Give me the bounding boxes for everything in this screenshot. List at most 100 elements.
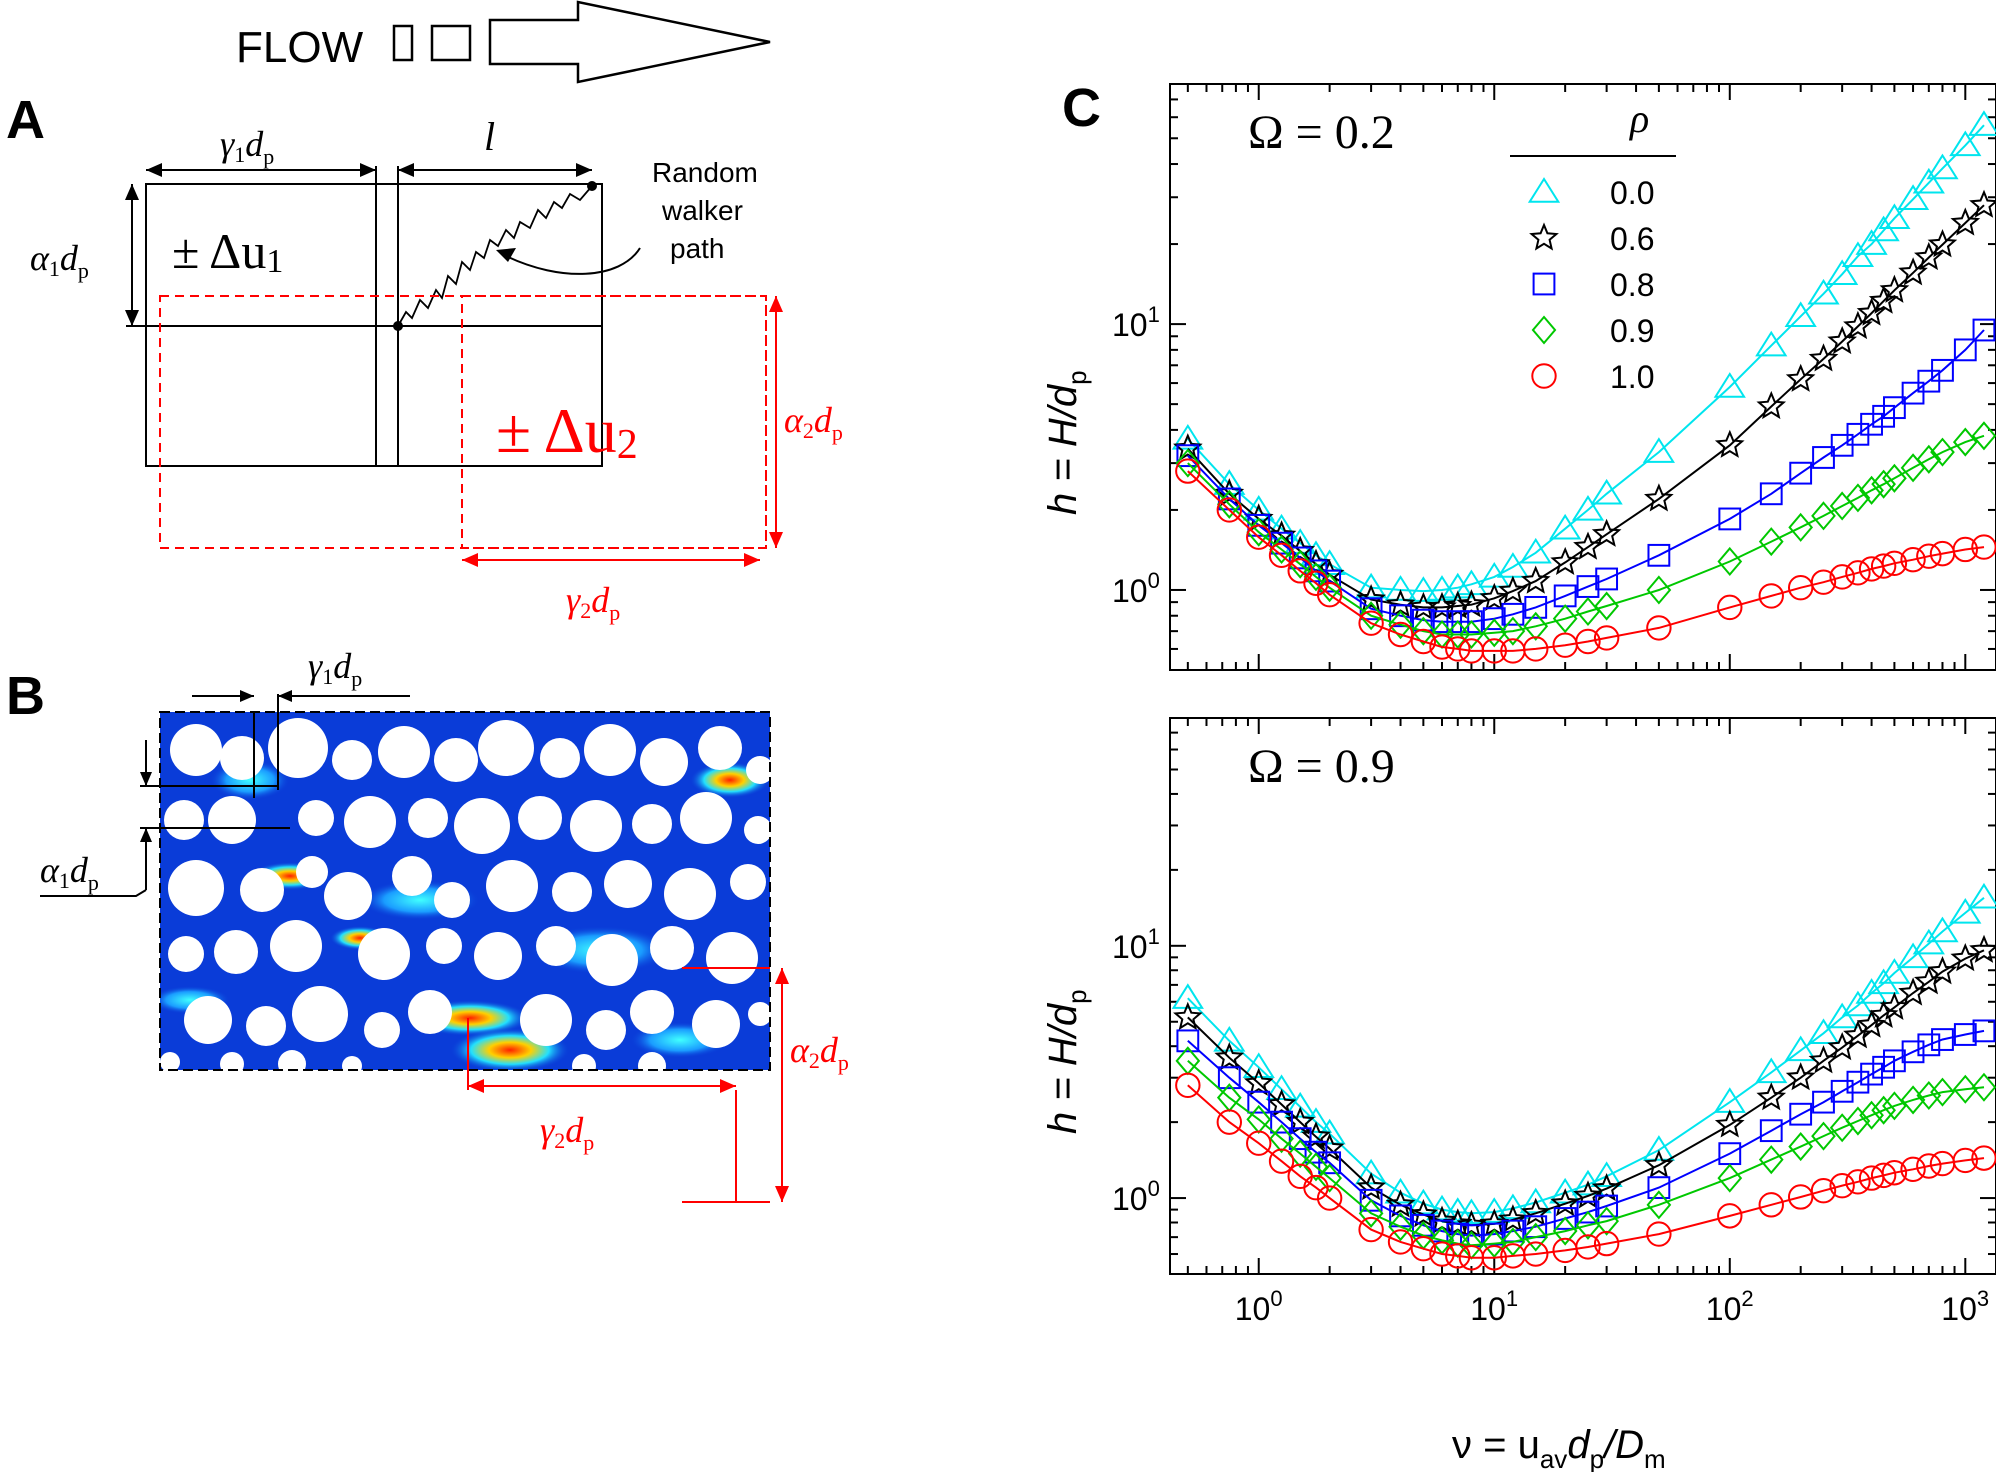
data-point-circle: [1916, 543, 1942, 569]
data-point-square: [1270, 531, 1293, 555]
data-point-triangle: [1826, 259, 1859, 285]
data-point-circle: [1175, 1072, 1201, 1098]
data-point-diamond: [1481, 1229, 1507, 1259]
red-dashed-outer-box: [159, 295, 767, 549]
data-point-star: [1879, 274, 1910, 303]
data-point-circle: [1717, 1203, 1743, 1229]
data-point-triangle: [1407, 1188, 1440, 1215]
series-line-diamond: [1187, 434, 1985, 636]
data-point-circle: [1870, 553, 1897, 579]
data-point-star: [1385, 1189, 1416, 1218]
data-point-diamond: [1594, 1206, 1619, 1236]
data-point-star: [1756, 390, 1787, 420]
y-tick-label: 101: [1112, 924, 1160, 965]
data-point-triangle: [1549, 513, 1582, 540]
data-point-circle: [1175, 458, 1201, 484]
plot-frame: [1169, 717, 1996, 1275]
x-tick-label: 100: [1235, 1286, 1283, 1327]
walker-label-line1: Random: [652, 157, 758, 188]
data-point-diamond: [1358, 1198, 1384, 1228]
panel-a: A γ1dp l α1dp ± Δu1 Random wa: [6, 90, 843, 625]
x-tick-label: 101: [1470, 1286, 1518, 1327]
data-point-star: [1173, 1001, 1203, 1031]
data-point-square: [1883, 1049, 1906, 1073]
data-point-diamond: [1930, 437, 1955, 467]
data-point-square: [1931, 1028, 1954, 1051]
data-point-star: [1785, 363, 1816, 392]
data-point-triangle: [1841, 990, 1875, 1017]
alpha2-label: α2dp: [784, 400, 843, 445]
data-point-triangle: [1384, 575, 1417, 601]
data-point-circle: [1881, 1160, 1908, 1186]
domain-boundary-box: [159, 711, 771, 1071]
data-point-diamond: [1900, 1085, 1926, 1115]
data-point-star: [1879, 991, 1910, 1021]
data-point-square: [1812, 446, 1835, 469]
legend-marker-circle-icon: [1531, 363, 1557, 389]
data-point-diamond: [1916, 1080, 1942, 1111]
chart-omega-0-2: 100 101 Ω = 0.2 h = H/dp: [1041, 83, 1996, 671]
data-point-diamond: [1646, 575, 1672, 605]
data-point-square: [1247, 513, 1271, 537]
data-point-square: [1883, 396, 1906, 420]
data-point-circle: [1758, 1192, 1784, 1218]
gamma2-label: γ2dp: [566, 580, 620, 625]
data-point-circle: [1429, 1241, 1455, 1267]
alpha1-arrowheads-icon: [125, 184, 139, 326]
data-point-star: [1808, 343, 1839, 372]
data-point-star: [1591, 518, 1622, 547]
data-point-square: [1718, 507, 1742, 531]
data-point-square: [1972, 318, 1996, 342]
data-point-diamond: [1317, 573, 1342, 603]
panel-c-label: C: [1062, 78, 1101, 138]
data-point-circle: [1810, 1177, 1837, 1204]
data-point-diamond: [1930, 1077, 1955, 1107]
data-point-diamond: [1952, 1074, 1978, 1104]
data-point-square: [1917, 1033, 1941, 1057]
b-gamma1-arrow-left-icon: [240, 690, 254, 702]
data-point-square: [1460, 610, 1483, 634]
data-point-circle: [1646, 1221, 1672, 1247]
data-point-triangle: [1478, 1197, 1511, 1223]
walker-label-line3: path: [670, 233, 725, 264]
data-point-diamond: [1788, 512, 1814, 542]
data-point-triangle: [1425, 1194, 1459, 1221]
y-tick-label: 100: [1112, 1176, 1160, 1217]
data-point-square: [1247, 1090, 1271, 1114]
data-point-circle: [1410, 628, 1437, 655]
data-point-circle: [1523, 636, 1549, 662]
data-point-circle: [1870, 1162, 1897, 1189]
data-point-circle: [1787, 1184, 1814, 1210]
data-point-triangle: [1590, 478, 1623, 505]
walker-start-dot-icon: [393, 321, 403, 331]
panel-a-label: A: [6, 90, 45, 150]
data-point-star: [1356, 1171, 1386, 1201]
omega-label: Ω = 0.9: [1248, 740, 1395, 793]
data-point-circle: [1303, 1174, 1329, 1201]
walker-pointer-curve: [505, 247, 641, 275]
data-point-diamond: [1971, 421, 1996, 451]
flow-arrow-icon: [488, 0, 771, 84]
data-point-star: [1843, 1020, 1873, 1049]
y-tick-label: 101: [1112, 302, 1160, 343]
data-point-triangle: [1265, 1074, 1298, 1101]
data-point-diamond: [1303, 1152, 1329, 1182]
data-point-triangle: [1265, 513, 1298, 540]
data-point-diamond: [1788, 1132, 1814, 1162]
data-point-triangle: [1967, 110, 1996, 136]
data-point-square: [1647, 1176, 1671, 1200]
data-point-diamond: [1646, 1190, 1672, 1220]
data-point-square: [1759, 482, 1783, 506]
data-point-circle: [1523, 1241, 1549, 1267]
data-point-square: [1318, 569, 1342, 593]
data-point-triangle: [1755, 1057, 1788, 1084]
data-point-square: [1830, 1079, 1854, 1103]
data-point-star: [1756, 1082, 1787, 1111]
data-point-triangle: [1590, 1161, 1623, 1188]
data-point-square: [1972, 1019, 1996, 1043]
data-point-star: [1266, 1088, 1297, 1118]
data-point-circle: [1845, 1169, 1871, 1195]
data-point-star: [1520, 565, 1551, 594]
data-point-star: [1969, 189, 1996, 218]
